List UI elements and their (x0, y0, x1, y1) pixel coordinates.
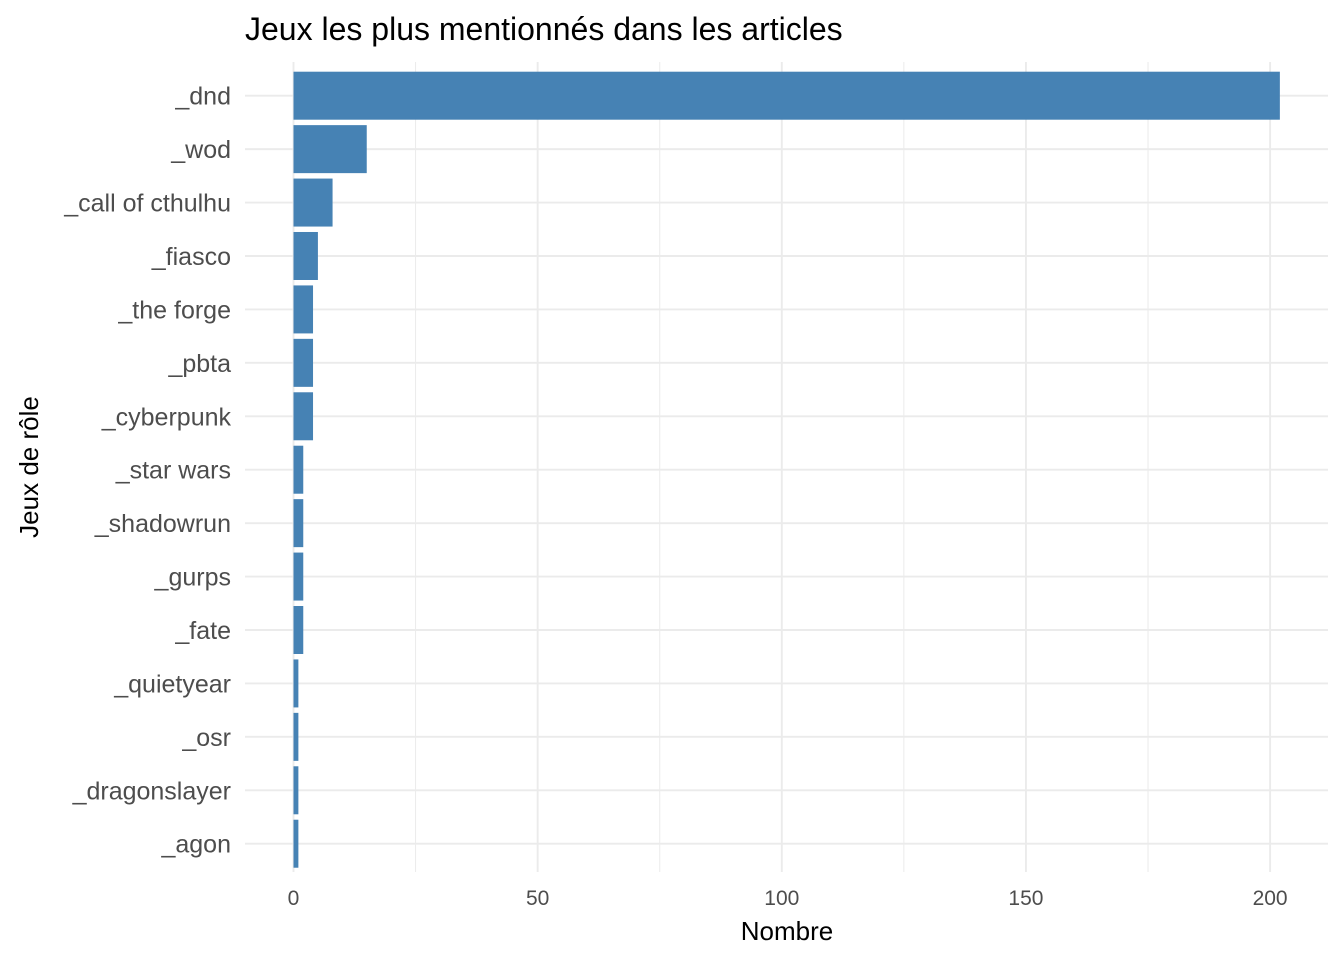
x-tick-label: 0 (288, 887, 300, 910)
bar-dragonslayer (293, 766, 299, 815)
bar-fate (293, 606, 304, 654)
bar-shadowrun (293, 499, 304, 548)
bar-quietyear (293, 659, 299, 708)
y-tick-label: _cyberpunk (101, 403, 232, 431)
y-tick-label: _fate (174, 617, 231, 645)
y-tick-label: _the forge (117, 296, 231, 324)
x-axis-title: Nombre (741, 916, 833, 946)
y-tick-label: _agon (160, 831, 231, 859)
x-tick-label: 100 (764, 887, 799, 910)
chart-title: Jeux les plus mentionnés dans les articl… (245, 11, 843, 47)
bar-gurps (293, 552, 304, 601)
y-tick-label: _osr (181, 724, 231, 752)
y-tick-label: _fiasco (151, 243, 231, 271)
bar-wod (293, 125, 367, 174)
y-axis-tick-labels: _dnd _wod _call of cthulhu _fiasco _the forg… (63, 83, 231, 859)
x-tick-label: 50 (526, 887, 549, 910)
bar-star-wars (293, 445, 304, 494)
y-tick-label: _quietyear (113, 670, 231, 698)
x-tick-label: 150 (1008, 887, 1043, 910)
bar-dnd (293, 71, 1280, 120)
bar-pbta (293, 338, 314, 387)
y-tick-label: _shadowrun (94, 510, 231, 538)
bar-the-forge (293, 285, 314, 334)
bar-agon (293, 819, 299, 868)
bar-fiasco (293, 231, 318, 280)
y-tick-label: _dragonslayer (72, 777, 231, 805)
major-gridlines (245, 62, 1328, 872)
x-tick-label: 200 (1253, 887, 1288, 910)
y-tick-label: _gurps (154, 564, 231, 592)
y-tick-label: _dnd (174, 83, 231, 111)
x-axis-tick-labels: 0 50 100 150 200 (288, 887, 1288, 910)
bar-call-of-cthulhu (293, 178, 333, 227)
y-tick-label: _call of cthulhu (63, 190, 231, 218)
y-tick-label: _wod (170, 136, 231, 164)
y-axis-title: Jeux de rôle (14, 396, 44, 538)
y-tick-label: _pbta (167, 350, 231, 378)
y-tick-label: _star wars (115, 457, 231, 485)
bar-cyberpunk (293, 392, 314, 441)
bars (293, 71, 1280, 868)
bar-osr (293, 712, 299, 761)
